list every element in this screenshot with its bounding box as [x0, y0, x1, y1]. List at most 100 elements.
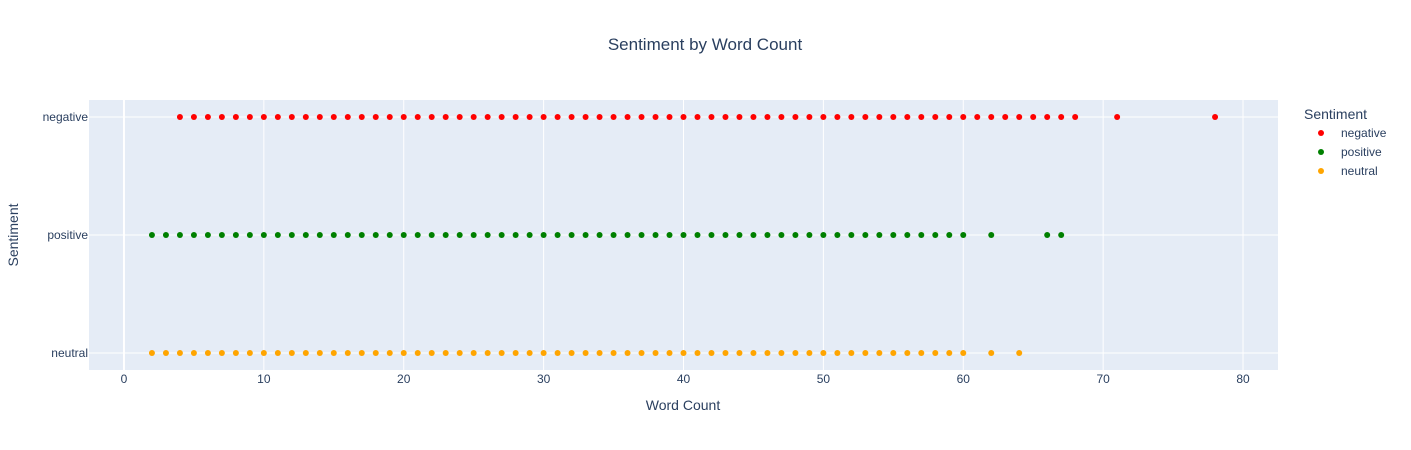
data-point-positive[interactable] — [176, 232, 183, 238]
data-point-negative[interactable] — [232, 114, 239, 120]
data-point-neutral[interactable] — [792, 350, 799, 356]
data-point-positive[interactable] — [540, 232, 547, 238]
data-point-neutral[interactable] — [652, 350, 659, 356]
data-point-neutral[interactable] — [344, 350, 351, 356]
data-point-negative[interactable] — [582, 114, 589, 120]
legend-label-neutral[interactable]: neutral — [1341, 164, 1378, 178]
data-point-neutral[interactable] — [736, 350, 743, 356]
data-point-negative[interactable] — [806, 114, 813, 120]
data-point-neutral[interactable] — [694, 350, 701, 356]
data-point-neutral[interactable] — [876, 350, 883, 356]
data-point-neutral[interactable] — [176, 350, 183, 356]
data-point-negative[interactable] — [344, 114, 351, 120]
data-point-negative[interactable] — [358, 114, 365, 120]
data-point-positive[interactable] — [806, 232, 813, 238]
data-point-neutral[interactable] — [638, 350, 645, 356]
data-point-neutral[interactable] — [1016, 350, 1023, 356]
data-point-negative[interactable] — [260, 114, 267, 120]
data-point-positive[interactable] — [1044, 232, 1051, 238]
data-point-negative[interactable] — [974, 114, 981, 120]
data-point-neutral[interactable] — [414, 350, 421, 356]
data-point-negative[interactable] — [512, 114, 519, 120]
data-point-negative[interactable] — [302, 114, 309, 120]
data-point-negative[interactable] — [722, 114, 729, 120]
data-point-neutral[interactable] — [386, 350, 393, 356]
data-point-neutral[interactable] — [862, 350, 869, 356]
data-point-neutral[interactable] — [148, 350, 155, 356]
data-point-positive[interactable] — [288, 232, 295, 238]
data-point-positive[interactable] — [568, 232, 575, 238]
data-point-positive[interactable] — [232, 232, 239, 238]
data-point-negative[interactable] — [1058, 114, 1065, 120]
data-point-positive[interactable] — [610, 232, 617, 238]
data-point-negative[interactable] — [554, 114, 561, 120]
data-point-neutral[interactable] — [708, 350, 715, 356]
data-point-neutral[interactable] — [400, 350, 407, 356]
data-point-negative[interactable] — [820, 114, 827, 120]
data-point-negative[interactable] — [638, 114, 645, 120]
data-point-positive[interactable] — [344, 232, 351, 238]
data-point-negative[interactable] — [862, 114, 869, 120]
data-point-positive[interactable] — [638, 232, 645, 238]
data-point-positive[interactable] — [428, 232, 435, 238]
data-point-positive[interactable] — [316, 232, 323, 238]
data-point-positive[interactable] — [554, 232, 561, 238]
data-point-neutral[interactable] — [358, 350, 365, 356]
data-point-neutral[interactable] — [512, 350, 519, 356]
data-point-positive[interactable] — [750, 232, 757, 238]
data-point-negative[interactable] — [764, 114, 771, 120]
data-point-negative[interactable] — [218, 114, 225, 120]
data-point-positive[interactable] — [960, 232, 967, 238]
data-point-neutral[interactable] — [722, 350, 729, 356]
data-point-positive[interactable] — [484, 232, 491, 238]
data-point-positive[interactable] — [862, 232, 869, 238]
data-point-neutral[interactable] — [554, 350, 561, 356]
data-point-positive[interactable] — [442, 232, 449, 238]
data-point-positive[interactable] — [148, 232, 155, 238]
data-point-neutral[interactable] — [330, 350, 337, 356]
data-point-positive[interactable] — [218, 232, 225, 238]
data-point-positive[interactable] — [778, 232, 785, 238]
data-point-negative[interactable] — [876, 114, 883, 120]
data-point-neutral[interactable] — [946, 350, 953, 356]
data-point-negative[interactable] — [624, 114, 631, 120]
data-point-positive[interactable] — [498, 232, 505, 238]
data-point-negative[interactable] — [1016, 114, 1023, 120]
data-point-neutral[interactable] — [764, 350, 771, 356]
data-point-negative[interactable] — [1212, 114, 1219, 120]
data-point-neutral[interactable] — [218, 350, 225, 356]
data-point-negative[interactable] — [316, 114, 323, 120]
data-point-negative[interactable] — [666, 114, 673, 120]
data-point-negative[interactable] — [848, 114, 855, 120]
data-point-positive[interactable] — [694, 232, 701, 238]
data-point-negative[interactable] — [708, 114, 715, 120]
data-point-neutral[interactable] — [806, 350, 813, 356]
data-point-positive[interactable] — [792, 232, 799, 238]
data-point-positive[interactable] — [162, 232, 169, 238]
data-point-neutral[interactable] — [932, 350, 939, 356]
data-point-positive[interactable] — [736, 232, 743, 238]
data-point-positive[interactable] — [666, 232, 673, 238]
data-point-neutral[interactable] — [470, 350, 477, 356]
data-point-neutral[interactable] — [624, 350, 631, 356]
data-point-positive[interactable] — [470, 232, 477, 238]
data-point-negative[interactable] — [400, 114, 407, 120]
data-point-negative[interactable] — [834, 114, 841, 120]
data-point-negative[interactable] — [918, 114, 925, 120]
data-point-neutral[interactable] — [960, 350, 967, 356]
legend-label-negative[interactable]: negative — [1341, 126, 1387, 140]
data-point-negative[interactable] — [176, 114, 183, 120]
data-point-negative[interactable] — [274, 114, 281, 120]
data-point-negative[interactable] — [484, 114, 491, 120]
data-point-negative[interactable] — [1002, 114, 1009, 120]
data-point-neutral[interactable] — [820, 350, 827, 356]
data-point-neutral[interactable] — [190, 350, 197, 356]
data-point-positive[interactable] — [330, 232, 337, 238]
data-point-neutral[interactable] — [750, 350, 757, 356]
data-point-neutral[interactable] — [302, 350, 309, 356]
data-point-neutral[interactable] — [232, 350, 239, 356]
data-point-positive[interactable] — [260, 232, 267, 238]
data-point-negative[interactable] — [540, 114, 547, 120]
data-point-negative[interactable] — [960, 114, 967, 120]
data-point-neutral[interactable] — [526, 350, 533, 356]
